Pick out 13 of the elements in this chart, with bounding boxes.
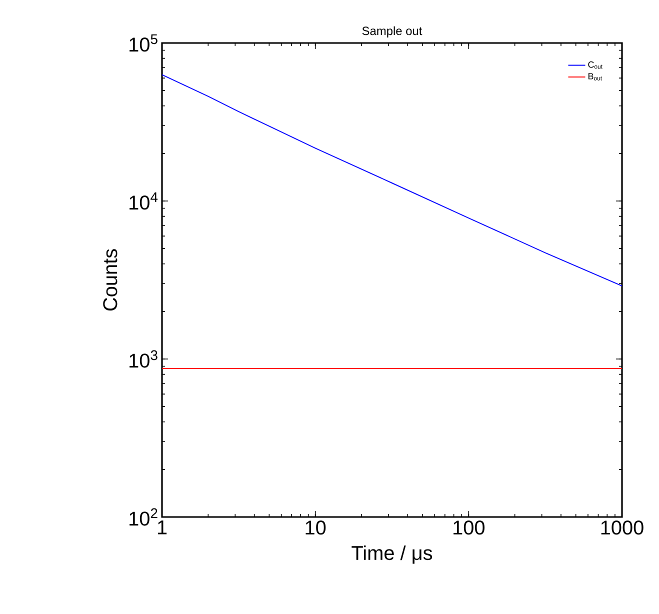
y-tick-label: 10$^{5}$ xyxy=(130,34,158,52)
x-tick-label: 100 xyxy=(454,520,484,535)
x-tick-label: 1000 xyxy=(601,520,644,535)
y-tick-label: 10$^{4}$ xyxy=(130,192,158,210)
y-tick-label: 10$^{2}$ xyxy=(130,508,158,526)
legend-label: C$_{out}$ xyxy=(588,61,602,69)
chart-title: Sample out xyxy=(362,26,422,38)
x-tick-label: 10 xyxy=(306,520,326,535)
y-tick-label: 10$^{3}$ xyxy=(130,350,158,368)
x-tick-label: 1 xyxy=(158,520,167,534)
legend-label: B$_{out}$ xyxy=(588,73,602,80)
x-axis-title: Time / μs xyxy=(352,545,432,564)
y-axis-title: Counts xyxy=(103,249,118,311)
